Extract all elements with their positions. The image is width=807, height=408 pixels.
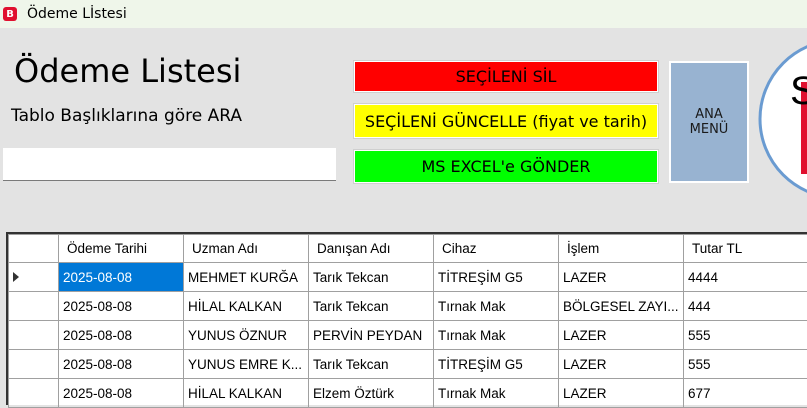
table-cell[interactable]: LAZER [559,263,684,292]
table-cell[interactable]: 4444 [684,263,807,292]
table-cell[interactable]: 2025-08-08 [59,321,184,350]
column-header[interactable]: İşlem [559,235,684,263]
table-cell[interactable]: Tırnak Mak [434,321,559,350]
logo-letter: S [790,69,807,113]
table-cell[interactable]: Tarık Tekcan [309,263,434,292]
table-cell[interactable]: Elzem Öztürk [309,379,434,408]
table-cell[interactable]: LAZER [559,350,684,379]
logo-circle [760,40,807,198]
table-cell[interactable]: Tarık Tekcan [309,292,434,321]
column-header[interactable]: Danışan Adı [309,235,434,263]
page-title: Ödeme Listesi [14,52,241,90]
table-cell[interactable]: PERVİN PEYDAN [309,321,434,350]
column-header[interactable]: Cihaz [434,235,559,263]
table-cell[interactable]: Tırnak Mak [434,292,559,321]
table-cell[interactable]: 555 [684,321,807,350]
column-header[interactable]: Ödeme Tarihi [59,235,184,263]
table-cell[interactable]: LAZER [559,379,684,408]
row-header[interactable] [9,263,59,292]
title-bar: B Ödeme Lİstesi [0,0,807,28]
table-cell[interactable]: 2025-08-08 [59,350,184,379]
table-cell[interactable]: HİLAL KALKAN [184,379,309,408]
table-cell[interactable]: YUNUS EMRE K... [184,350,309,379]
table-cell[interactable]: 555 [684,350,807,379]
table-cell[interactable]: 2025-08-08 [59,263,184,292]
search-input[interactable] [3,148,336,181]
table-cell[interactable]: HİLAL KALKAN [184,292,309,321]
search-label: Tablo Başlıklarına göre ARA [11,106,242,126]
row-header-corner [9,235,59,263]
table-cell[interactable]: TİTREŞİM G5 [434,350,559,379]
column-header[interactable]: Uzman Adı [184,235,309,263]
table-cell[interactable]: Tarık Tekcan [309,350,434,379]
table-cell[interactable]: MEHMET KURĞA [184,263,309,292]
row-header[interactable] [9,292,59,321]
table-cell[interactable]: 2025-08-08 [59,292,184,321]
delete-selected-button[interactable]: SEÇİLENİ SİL [354,61,658,92]
row-header[interactable] [9,321,59,350]
table-cell[interactable]: YUNUS ÖZNUR [184,321,309,350]
export-excel-button[interactable]: MS EXCEL'e GÖNDER [354,150,658,183]
table-cell[interactable]: 444 [684,292,807,321]
update-selected-button[interactable]: SEÇİLENİ GÜNCELLE (fiyat ve tarih) [354,104,658,138]
main-menu-button[interactable]: ANA MENÜ [669,61,749,183]
row-header[interactable] [9,350,59,379]
window-title: Ödeme Lİstesi [27,6,127,22]
row-header[interactable] [9,379,59,408]
table-cell[interactable]: Tırnak Mak [434,379,559,408]
table-cell[interactable]: 677 [684,379,807,408]
table-cell[interactable]: 2025-08-08 [59,379,184,408]
column-header[interactable]: Tutar TL [684,235,807,263]
current-row-arrow-icon [13,272,19,282]
table-cell[interactable]: LAZER [559,321,684,350]
table-cell[interactable]: TİTREŞİM G5 [434,263,559,292]
app-logo-icon: B [3,7,17,21]
logo: S [758,38,807,200]
table-cell[interactable]: BÖLGESEL ZAYI... [559,292,684,321]
